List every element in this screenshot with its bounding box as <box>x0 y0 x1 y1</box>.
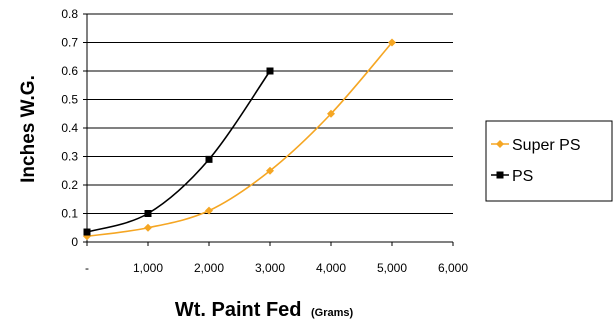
gridlines <box>87 13 453 214</box>
data-point-super-ps <box>144 223 152 232</box>
legend-label: Super PS <box>512 137 580 154</box>
y-tick-label: 0.8 <box>61 7 78 21</box>
x-tick-label: 1,000 <box>133 261 163 275</box>
y-tick-labels: 0 0.1 0.2 0.3 0.4 0.5 0.6 0.7 0.8 <box>61 7 78 249</box>
data-point-ps <box>205 155 213 163</box>
series-super-ps <box>83 38 396 241</box>
data-point-super-ps <box>205 206 213 215</box>
legend-label: PS <box>512 168 533 185</box>
data-point-ps <box>83 228 91 236</box>
x-tick-label: - <box>85 261 89 275</box>
data-point-ps <box>266 67 274 75</box>
data-point-super-ps <box>327 109 335 118</box>
x-tick-label: 3,000 <box>255 261 285 275</box>
x-axis-label-main: Wt. Paint Fed <box>175 299 302 321</box>
legend-swatch-marker <box>496 171 504 179</box>
axes <box>83 13 454 246</box>
series-ps <box>83 67 274 236</box>
series-line-ps <box>86 70 271 233</box>
legend: Super PS PS <box>485 120 613 202</box>
y-tick-label: 0.3 <box>61 150 78 164</box>
y-tick-label: 0.7 <box>61 36 78 50</box>
data-point-ps <box>144 210 152 217</box>
y-axis-label: Inches W.G. <box>18 75 39 183</box>
x-axis-label: Wt. Paint Fed (Grams) <box>175 299 354 321</box>
y-tick-label: 0.1 <box>61 207 78 221</box>
legend-item-ps: PS <box>491 168 533 185</box>
legend-box <box>485 120 613 202</box>
legend-item-super-ps: Super PS <box>491 137 580 154</box>
data-point-super-ps <box>388 38 396 47</box>
legend-swatch-marker <box>496 140 504 148</box>
x-tick-labels: - 1,000 2,000 3,000 4,000 5,000 6,000 <box>85 261 468 275</box>
x-axis-label-unit: (Grams) <box>311 307 354 319</box>
x-tick-label: 5,000 <box>377 261 407 275</box>
x-tick-label: 2,000 <box>194 261 224 275</box>
series-layer <box>83 38 396 241</box>
series-line-super-ps <box>86 41 393 238</box>
data-point-super-ps <box>266 166 274 175</box>
y-tick-label: 0.2 <box>61 178 78 192</box>
x-tick-label: 4,000 <box>316 261 346 275</box>
x-tick-label: 6,000 <box>438 261 468 275</box>
y-tick-label: 0 <box>71 235 78 249</box>
y-tick-label: 0.4 <box>61 121 78 135</box>
y-tick-label: 0.5 <box>61 93 78 107</box>
y-tick-label: 0.6 <box>61 64 78 78</box>
